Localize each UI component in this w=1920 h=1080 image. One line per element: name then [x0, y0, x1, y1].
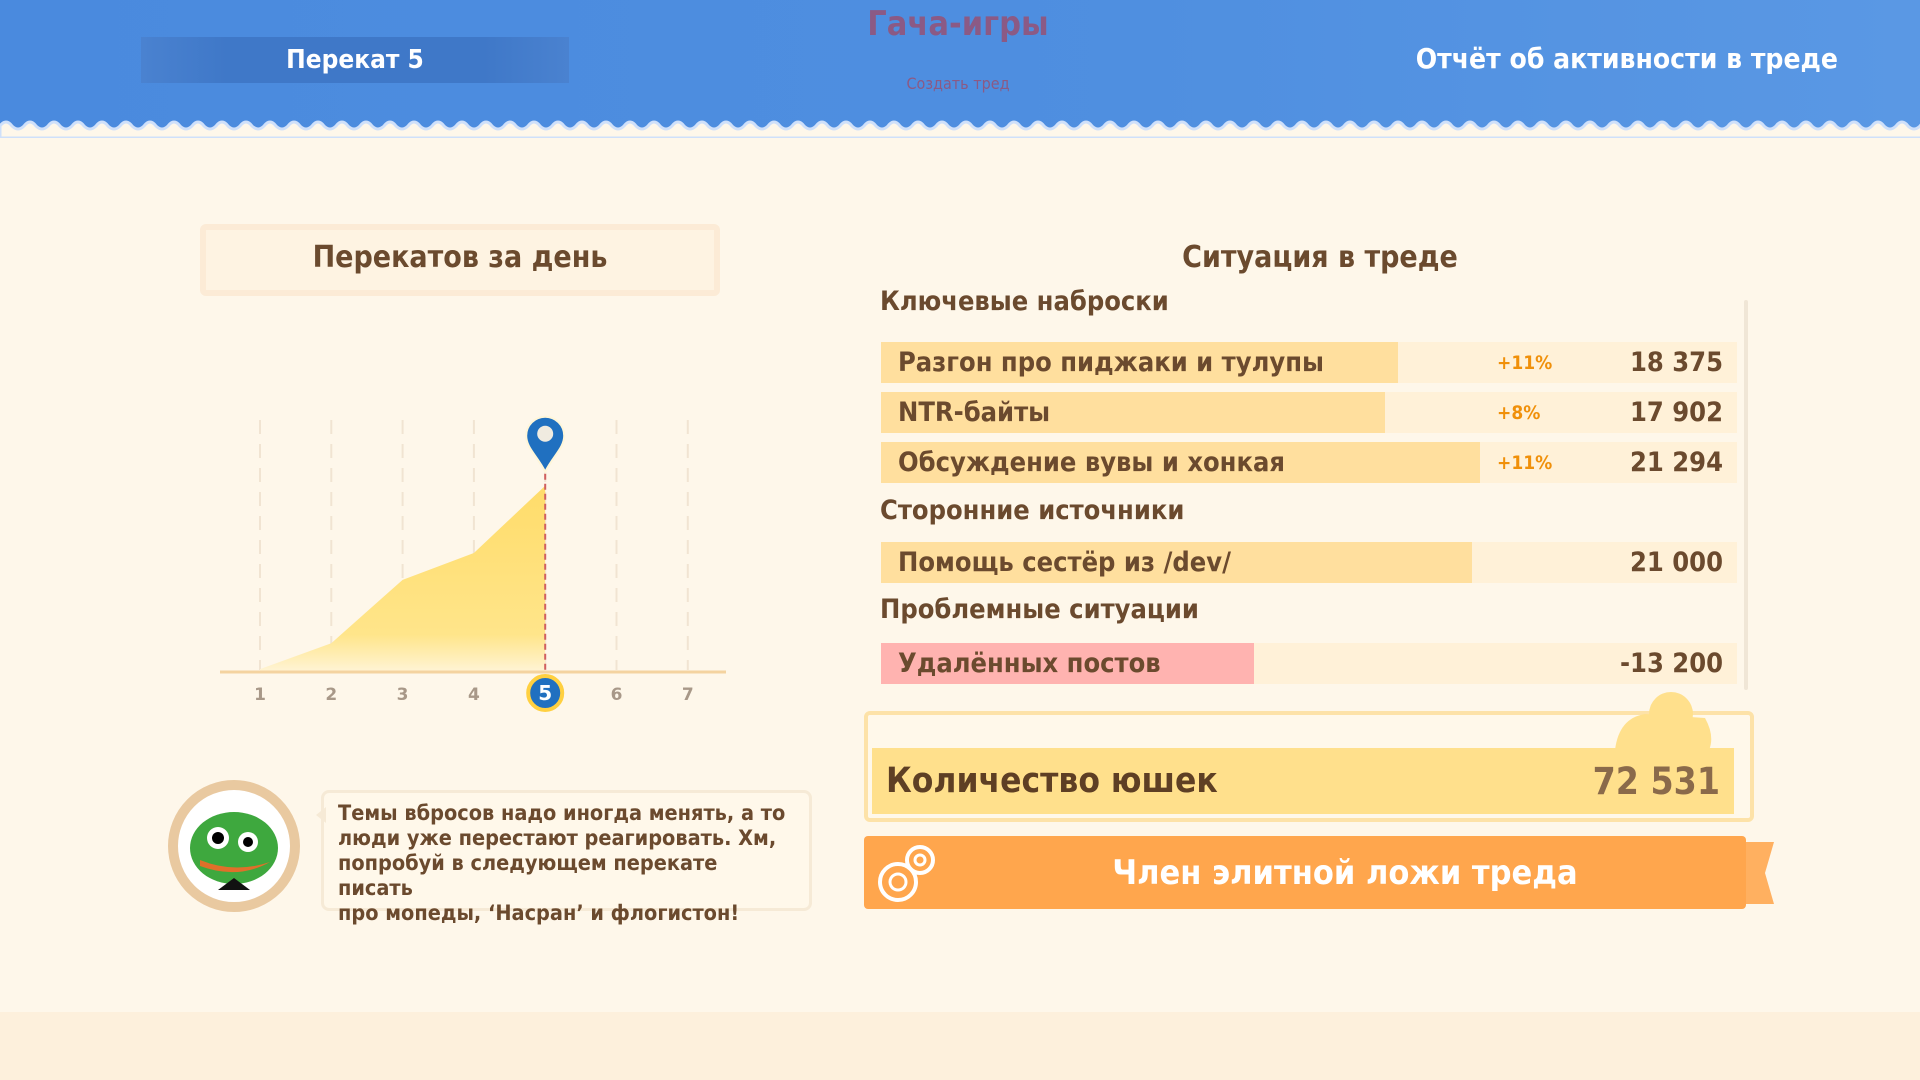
rose-icon: [878, 845, 935, 902]
rank-badge: Член элитной ложи треда: [864, 836, 1746, 909]
stat-value: -13 200: [1619, 648, 1723, 679]
stat-value: 18 375: [1630, 347, 1723, 378]
x-tick-label: 1: [254, 685, 266, 705]
title-scroll-decoration: [200, 224, 720, 296]
stat-label: NTR-байты: [898, 397, 1051, 428]
stat-label: Разгон про пиджаки и тулупы: [898, 347, 1324, 378]
section-label: Сторонние источники: [880, 495, 1185, 526]
total-value: 72 531: [1592, 759, 1720, 803]
section-label: Проблемные ситуации: [880, 594, 1199, 625]
x-tick-label: 5: [538, 681, 552, 705]
thread-number-banner: Перекат 5: [141, 37, 569, 83]
daily-rolls-title: Перекатов за день: [312, 240, 608, 275]
stat-row: Разгон про пиджаки и тулупы +11% 18 375: [881, 342, 1737, 383]
stat-row: Удалённых постов -13 200: [881, 643, 1737, 684]
section-label: Ключевые наброски: [880, 286, 1169, 317]
stat-change: +11%: [1497, 452, 1553, 474]
stat-change: +8%: [1497, 402, 1541, 424]
footer-band: [0, 1012, 1920, 1080]
x-tick-label: 3: [397, 685, 409, 705]
stat-bar: [881, 442, 1481, 483]
stat-bar: [881, 342, 1399, 383]
location-pin-icon: [525, 415, 566, 474]
thread-situation-title: Ситуация в треде: [1182, 240, 1458, 275]
scrollbar[interactable]: [1744, 300, 1748, 690]
stat-row: Обсуждение вувы и хонкая +11% 21 294: [881, 442, 1737, 483]
stat-label: Обсуждение вувы и хонкая: [898, 447, 1285, 478]
advice-line: Темы вбросов надо иногда менять, а то: [338, 801, 786, 826]
banner-label: Перекат 5: [286, 45, 424, 75]
advice-line: про мопеды, ‘Насран’ и флогистон!: [338, 901, 740, 926]
page-title: Отчёт об активности в треде: [1415, 42, 1838, 75]
stat-value: 17 902: [1630, 397, 1723, 428]
stat-label: Удалённых постов: [898, 648, 1161, 679]
frog-avatar-icon: [190, 812, 278, 890]
x-tick-label: 7: [682, 685, 694, 705]
advice-bubble: Темы вбросов надо иногда менять, а то лю…: [316, 790, 812, 926]
stat-change: +11%: [1497, 352, 1553, 374]
stat-row: NTR-байты +8% 17 902: [881, 392, 1737, 433]
avatar: [168, 780, 300, 912]
stat-label: Помощь сестёр из /dev/: [898, 547, 1231, 578]
total-label: Количество юшек: [886, 761, 1218, 801]
header-wave: [0, 120, 1920, 138]
stat-bar: [881, 542, 1472, 583]
pin-dot: [537, 425, 554, 442]
stat-value: 21 294: [1630, 447, 1723, 478]
stat-bar: [881, 392, 1386, 433]
rank-label: Член элитной ложи треда: [1112, 852, 1578, 893]
advice-line: люди уже перестают реагировать. Хм,: [338, 826, 777, 851]
create-thread-link[interactable]: Создать тред: [906, 74, 1010, 93]
total-row: Количество юшек 72 531: [872, 748, 1734, 814]
x-tick-label: 6: [611, 685, 623, 705]
stat-value: 21 000: [1630, 547, 1723, 578]
stat-bar: [881, 643, 1255, 684]
stat-row: Помощь сестёр из /dev/ 21 000: [881, 542, 1737, 583]
area-series: [260, 485, 546, 672]
board-title[interactable]: Гача-игры: [867, 4, 1049, 44]
advice-line: попробуй в следующем перекате писать: [338, 851, 718, 901]
x-tick-label: 2: [325, 685, 337, 705]
selected-day-marker: [526, 674, 565, 712]
x-tick-label: 4: [468, 685, 480, 705]
bag-icon: [1615, 692, 1712, 750]
